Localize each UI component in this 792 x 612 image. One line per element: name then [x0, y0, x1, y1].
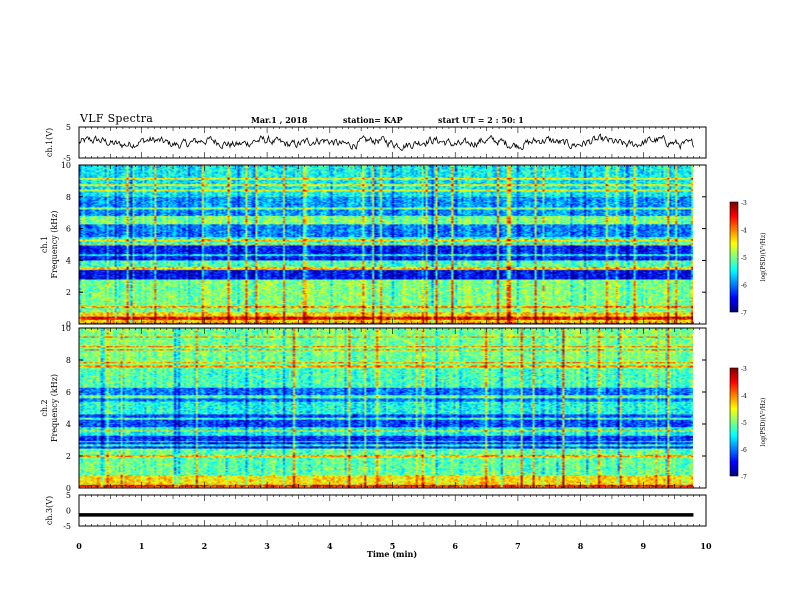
time-tick-label: 3 — [264, 541, 270, 551]
time-tick-label: 9 — [641, 541, 647, 551]
spectrogram-ch1-image — [79, 165, 693, 324]
spectrogram-ytick-label: 8 — [66, 356, 71, 365]
colorbar-gradient — [730, 368, 738, 476]
colorbar-tick-label: -6 — [741, 283, 747, 290]
time-tick-label: 2 — [202, 541, 208, 551]
colorbar-tick-label: -5 — [741, 420, 747, 427]
colorbar-frame — [729, 367, 739, 477]
colorbar-label: log(PSD)(V²/Hz) — [760, 398, 767, 447]
colorbar-label: log(PSD)(V²/Hz) — [760, 233, 767, 282]
waveform-ch1-ylabel: ch.1(V) — [45, 128, 54, 157]
station-label: station= KAP — [343, 115, 403, 125]
waveform-ch1-ytick: -5 — [63, 154, 71, 163]
spectrogram-ytick-label: 6 — [66, 388, 71, 397]
spectrogram-ytick-label: 6 — [66, 225, 71, 234]
spectrogram-ytick-label: 0 — [66, 320, 71, 329]
time-tick-label: 8 — [578, 541, 584, 551]
colorbar-gradient — [730, 202, 738, 312]
spectrogram-ytick-label: 8 — [66, 193, 71, 202]
spectrogram-ylabel-channel: ch.1 — [40, 236, 49, 253]
spectrogram-ytick-label: 0 — [66, 484, 71, 493]
waveform-ch3-ylabel: ch.3(V) — [45, 496, 54, 525]
colorbar-tick-label: -4 — [741, 393, 747, 400]
spectrogram-ytick-label: 10 — [61, 324, 71, 333]
colorbar-frame — [729, 201, 739, 313]
spectrogram-ylabel-channel: ch.2 — [40, 399, 49, 416]
time-tick-label: 7 — [515, 541, 521, 551]
waveform-ch3-ytick: -5 — [63, 522, 71, 531]
waveform-ch1-ytick: 5 — [66, 123, 71, 132]
start-time-label: start UT = 2 : 50: 1 — [438, 115, 524, 125]
colorbar-tick-label: -7 — [741, 310, 747, 317]
colorbar-tick-label: -3 — [741, 366, 747, 373]
time-tick-label: 6 — [452, 541, 458, 551]
waveform-ch3-ytick: 5 — [66, 491, 71, 500]
colorbar-tick-label: -5 — [741, 255, 747, 262]
time-tick-label: 1 — [139, 541, 145, 551]
colorbar-tick-label: -3 — [741, 200, 747, 207]
waveform-ch3-ytick: 0 — [66, 507, 71, 516]
spectrogram-ylabel-frequency: Frequency (kHz) — [50, 374, 59, 442]
time-tick-label: 10 — [700, 541, 712, 551]
time-tick-label: 4 — [327, 541, 333, 551]
colorbar-tick-label: -6 — [741, 447, 747, 454]
time-tick-label: 5 — [390, 541, 396, 551]
spectrogram-ytick-label: 2 — [66, 452, 71, 461]
colorbar-tick-label: -7 — [741, 474, 747, 481]
colorbar-tick-label: -4 — [741, 228, 747, 235]
waveform-ch1-line — [78, 133, 694, 152]
date-label: Mar.1 , 2018 — [251, 115, 308, 125]
spectrogram-ytick-label: 10 — [61, 161, 71, 170]
spectrogram-ch2-image — [79, 328, 693, 488]
spectrogram-ytick-label: 4 — [66, 420, 71, 429]
spectrogram-ylabel-frequency: Frequency (kHz) — [50, 210, 59, 278]
spectrogram-ytick-label: 4 — [66, 256, 71, 265]
time-tick-label: 0 — [76, 541, 82, 551]
time-axis-label: Time (min) — [367, 549, 417, 559]
spectrogram-ytick-label: 2 — [66, 288, 71, 297]
figure-title: VLF Spectra — [80, 112, 154, 125]
